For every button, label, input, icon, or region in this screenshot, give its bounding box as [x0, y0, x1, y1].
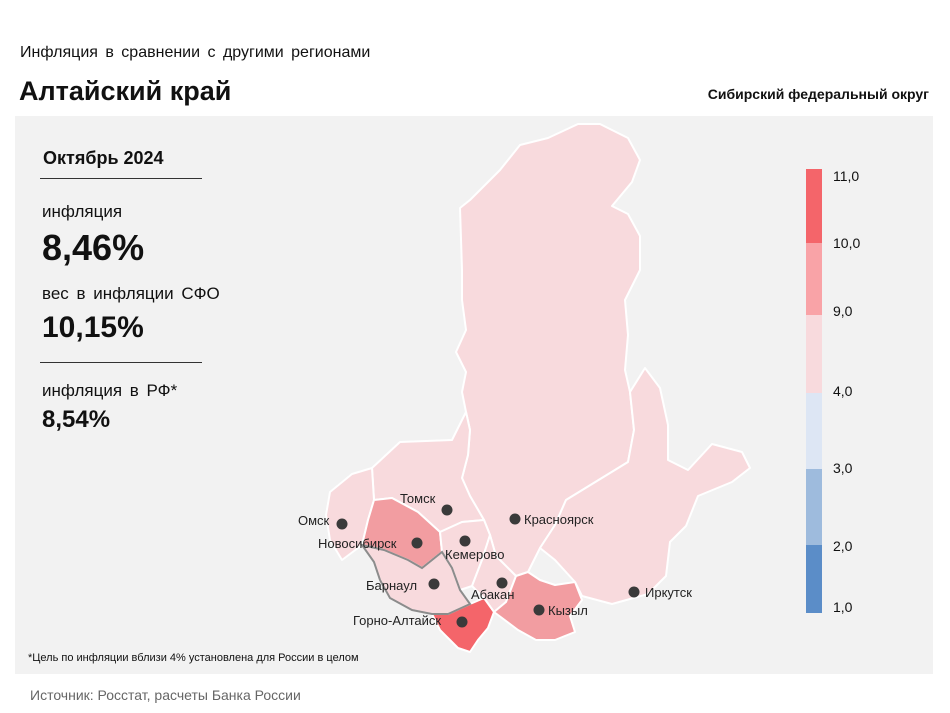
- legend-band-4-9: [806, 315, 822, 393]
- city-label-novosibirsk: Новосибирск: [318, 536, 397, 551]
- inflation-value: 8,46%: [42, 227, 145, 268]
- city-marker-kyzyl: [533, 604, 545, 616]
- legend-band-10-11: [806, 169, 822, 243]
- legend-band-9-10: [806, 243, 822, 315]
- selected-region-outline: [359, 543, 472, 615]
- legend-tick-1: 1,0: [833, 599, 853, 615]
- weight-value: 10,15%: [42, 311, 144, 344]
- city-label-krasnoyarsk: Красноярск: [524, 512, 594, 527]
- divider-bottom: [40, 362, 202, 363]
- region-title: Алтайский край: [19, 76, 232, 106]
- city-label-kemerovo: Кемерово: [445, 547, 504, 562]
- city-marker-novosibirsk: [411, 537, 423, 549]
- city-label-kyzyl: Кызыл: [548, 603, 588, 618]
- inflation-label: инфляция: [42, 202, 123, 221]
- city-marker-irkutsk: [628, 586, 640, 598]
- rf-inflation-label: инфляция в РФ*: [42, 381, 178, 400]
- city-marker-tomsk: [441, 504, 453, 516]
- city-marker-gorno-altaysk: [456, 616, 468, 628]
- district-title: Сибирский федеральный округ: [707, 86, 929, 102]
- legend-tick-11: 11,0: [833, 168, 860, 184]
- legend-tick-2: 2,0: [833, 538, 853, 554]
- city-marker-kemerovo: [459, 535, 471, 547]
- legend-tick-10: 10,0: [833, 235, 861, 251]
- legend-tick-9: 9,0: [833, 303, 853, 319]
- period-label: Октябрь 2024: [43, 148, 164, 168]
- city-marker-barnaul: [428, 578, 440, 590]
- legend-tick-4: 4,0: [833, 383, 853, 399]
- city-label-omsk: Омск: [298, 513, 330, 528]
- footnote: *Цель по инфляции вблизи 4% установлена …: [28, 652, 359, 664]
- source-note: Источник: Росстат, расчеты Банка России: [30, 687, 301, 703]
- legend-band-1-2: [806, 545, 822, 613]
- city-label-abakan: Абакан: [471, 587, 514, 602]
- region-irkutsk: [539, 367, 751, 605]
- city-label-gorno-altaysk: Горно-Алтайск: [353, 613, 441, 628]
- divider-top: [40, 178, 202, 179]
- legend-tick-3: 3,0: [833, 460, 853, 476]
- legend-band-3-4: [806, 393, 822, 469]
- chart-subtitle: Инфляция в сравнении с другими регионами: [20, 44, 371, 61]
- city-label-barnaul: Барнаул: [366, 578, 417, 593]
- weight-label: вес в инфляции СФО: [42, 284, 220, 303]
- city-label-tomsk: Томск: [400, 491, 436, 506]
- city-marker-abakan: [496, 577, 508, 589]
- legend-band-2-3: [806, 469, 822, 545]
- city-marker-omsk: [336, 518, 348, 530]
- city-label-irkutsk: Иркутск: [645, 585, 692, 600]
- city-marker-krasnoyarsk: [509, 513, 521, 525]
- rf-inflation-value: 8,54%: [42, 406, 111, 433]
